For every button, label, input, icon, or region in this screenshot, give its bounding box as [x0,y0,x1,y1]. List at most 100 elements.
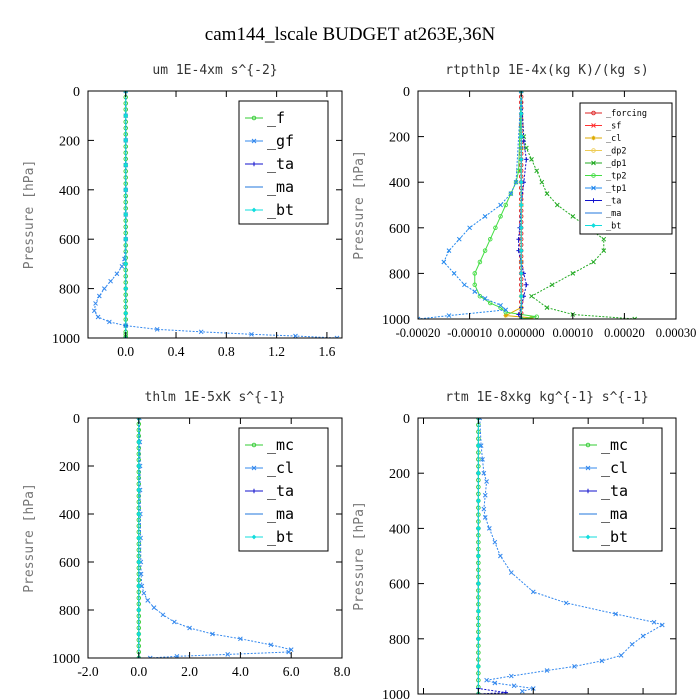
data-point [613,611,618,617]
data-point [498,302,503,308]
data-point [136,439,142,445]
y-axis-label: Pressure [hPa] [22,160,37,270]
data-point [518,157,524,162]
data-point [618,653,624,658]
data-point [534,168,540,174]
legend-label: _forcing [606,109,647,119]
data-point [451,271,457,276]
x-tick-label: 0.4 [168,344,185,359]
data-point [210,631,215,637]
data-point [446,248,452,253]
data-point [187,625,192,631]
data-point [96,293,102,299]
legend-marker [591,173,596,178]
data-point [487,526,492,531]
y-tick-label: 0 [73,412,80,427]
data-point [518,271,524,276]
data-point [249,331,254,337]
data-point [651,619,657,625]
legend-label: _tp1 [606,184,626,194]
legend-label: _ma [601,505,628,523]
legend-label: _ma [267,178,294,196]
data-point [123,261,129,267]
data-point [123,212,129,217]
y-tick-label: 600 [59,233,80,248]
data-point [482,515,488,520]
data-point [659,622,665,628]
data-point [238,636,243,642]
plot-area [475,418,665,694]
legend-marker [591,110,596,116]
legend-entry-f: _f [245,109,285,127]
plot-frame [87,417,343,659]
legend-label: _bt [267,201,294,219]
legend-entry-cl: _cl [245,459,294,477]
x-tick-label: 1.6 [318,344,335,359]
chart-panel-3: thlm 1E-5xK s^{-1} Pressure [hPa] 0 200 400 6… [22,390,351,679]
data-point [632,316,638,319]
data-point [544,305,550,310]
data-point [472,271,478,276]
y-tick-label: 200 [389,467,410,482]
data-point [123,187,129,193]
y-tick-label: 800 [59,604,80,619]
data-point [482,214,488,219]
data-point [508,673,514,679]
data-point [418,316,421,319]
data-point [136,487,142,493]
data-point [516,168,521,174]
series-bt [136,418,142,658]
y-tick-label: 0 [403,85,410,100]
plot-frame [87,90,343,339]
series-cl [477,418,665,694]
y-tick-label: 600 [389,222,410,237]
data-point [441,259,447,265]
data-point [539,179,545,185]
data-point [497,553,503,559]
data-point [91,308,97,314]
data-point [477,259,483,265]
data-point [119,264,125,269]
data-point [503,307,509,313]
data-point [136,583,142,589]
y-tick-label: 400 [389,176,410,191]
legend-label: _bt [267,528,294,546]
data-point [481,470,487,476]
data-point [519,688,525,694]
legend-entry-ma: _ma [579,505,628,523]
legend-marker [251,442,257,448]
data-point [123,236,129,242]
data-point [487,236,493,242]
chart-title: rtpthlp 1E-4x(kg K)/(kg s) [445,63,649,78]
data-point [145,598,151,603]
data-point [114,271,120,277]
data-point [136,511,142,517]
data-point [508,570,514,575]
data-point [123,286,129,291]
data-point [136,631,142,637]
y-tick-label: 1000 [382,688,410,700]
x-tick-label: 1.2 [268,344,285,359]
data-point [516,237,521,242]
legend-entry-ta: _ta [245,155,294,173]
data-point [136,463,142,469]
y-tick-label: 400 [389,522,410,537]
legend-marker [591,135,596,141]
plot-area [91,91,340,338]
data-point [475,498,481,504]
legend-marker [585,534,591,540]
legend-label: _tp2 [606,172,626,182]
x-tick-label: 0.0 [117,344,134,359]
data-point [478,443,484,448]
data-point [498,214,503,219]
x-tick-label: 0.000000 [498,326,545,340]
plot-frame [417,90,677,320]
data-point [475,553,481,559]
data-point [141,590,147,596]
data-point [518,91,524,94]
data-point [508,191,514,196]
plot-frame [417,417,677,695]
data-point [521,138,526,144]
legend-label: _ma [606,209,621,219]
y-tick-label: 200 [389,131,410,146]
